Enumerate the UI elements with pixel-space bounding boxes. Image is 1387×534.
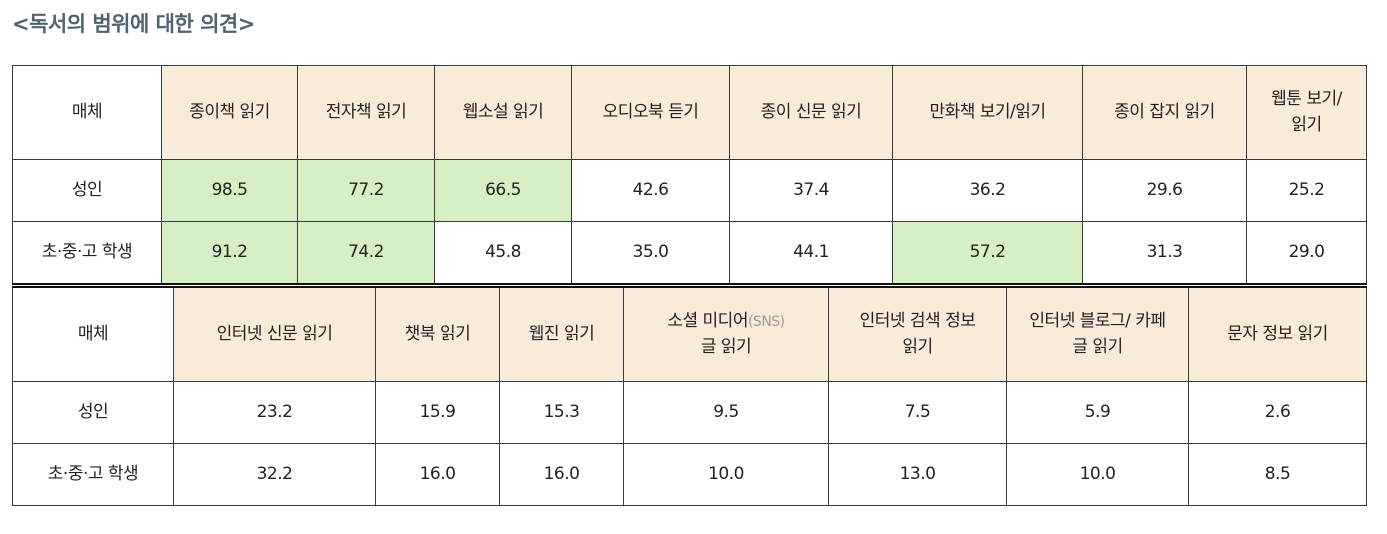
table-header-row: 매체 종이책 읽기 전자책 읽기 웹소설 읽기 오디오북 듣기 종이 신문 읽기… [12,65,1367,160]
data-cell: 5.9 [1006,381,1189,444]
data-cell: 91.2 [161,221,298,285]
header-cell: 인터넷 블로그/ 카페글 읽기 [1006,286,1189,382]
header-cell: 웹툰 보기/읽기 [1246,65,1367,160]
data-cell: 16.0 [499,443,624,506]
header-cell: 웹진 읽기 [499,286,624,382]
data-cell: 31.3 [1082,221,1247,285]
data-cell: 7.5 [828,381,1007,444]
data-cell: 15.3 [499,381,624,444]
data-cell: 32.2 [173,443,376,506]
data-cell: 10.0 [1006,443,1189,506]
corner-cell: 매체 [12,65,162,160]
data-cell: 35.0 [571,221,730,285]
data-cell: 66.5 [434,159,572,222]
row-label: 성인 [12,159,162,222]
header-cell: 웹소설 읽기 [434,65,572,160]
table-row: 초·중·고 학생 91.2 74.2 45.8 35.0 44.1 57.2 3… [12,221,1367,285]
table-row: 성인 23.2 15.9 15.3 9.5 7.5 5.9 2.6 [12,381,1367,444]
header-cell: 챗북 읽기 [375,286,500,382]
data-cell: 9.5 [623,381,829,444]
header-cell-sns: 소셜 미디어(SNS) 글 읽기 [623,286,829,382]
header-cell: 종이 신문 읽기 [729,65,893,160]
table-header-row: 매체 인터넷 신문 읽기 챗북 읽기 웹진 읽기 소셜 미디어(SNS) 글 읽… [12,286,1367,382]
data-cell: 45.8 [434,221,572,285]
data-cell: 74.2 [297,221,435,285]
data-cell: 98.5 [161,159,298,222]
data-cell: 36.2 [892,159,1083,222]
header-cell: 만화책 보기/읽기 [892,65,1083,160]
data-cell: 23.2 [173,381,376,444]
data-cell: 15.9 [375,381,500,444]
header-cell: 종이 잡지 읽기 [1082,65,1247,160]
header-cell: 문자 정보 읽기 [1188,286,1367,382]
data-cell: 77.2 [297,159,435,222]
data-cell: 13.0 [828,443,1007,506]
data-cell: 37.4 [729,159,893,222]
reading-scope-table-2: 매체 인터넷 신문 읽기 챗북 읽기 웹진 읽기 소셜 미디어(SNS) 글 읽… [12,286,1367,506]
data-cell: 29.0 [1246,221,1367,285]
header-cell: 종이책 읽기 [161,65,298,160]
reading-scope-table-1: 매체 종이책 읽기 전자책 읽기 웹소설 읽기 오디오북 듣기 종이 신문 읽기… [12,65,1367,285]
header-text-line2: 글 읽기 [700,336,752,357]
row-label: 초·중·고 학생 [12,221,162,285]
data-cell: 8.5 [1188,443,1367,506]
data-cell: 2.6 [1188,381,1367,444]
header-cell: 인터넷 신문 읽기 [173,286,376,382]
sns-suffix: (SNS) [747,314,785,330]
corner-cell: 매체 [12,286,174,382]
table-row: 성인 98.5 77.2 66.5 42.6 37.4 36.2 29.6 25… [12,159,1367,222]
table-row: 초·중·고 학생 32.2 16.0 16.0 10.0 13.0 10.0 8… [12,443,1367,506]
data-cell: 42.6 [571,159,730,222]
row-label: 초·중·고 학생 [12,443,174,506]
data-cell: 10.0 [623,443,829,506]
header-cell: 인터넷 검색 정보 읽기 [828,286,1007,382]
page-title: <독서의 범위에 대한 의견> [12,12,255,36]
header-cell: 전자책 읽기 [297,65,435,160]
data-cell: 29.6 [1082,159,1247,222]
data-cell: 57.2 [892,221,1083,285]
data-cell: 25.2 [1246,159,1367,222]
data-cell: 44.1 [729,221,893,285]
data-cell: 16.0 [375,443,500,506]
header-text: 소셜 미디어 [667,311,748,331]
row-label: 성인 [12,381,174,444]
header-cell: 오디오북 듣기 [571,65,730,160]
